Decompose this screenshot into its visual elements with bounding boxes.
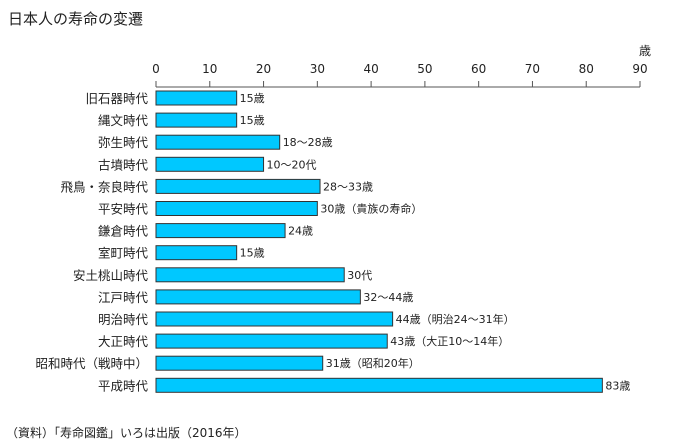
data-label: 30代 xyxy=(347,269,372,282)
x-tick-label: 30 xyxy=(310,62,325,76)
data-label: 31歳（昭和20年） xyxy=(326,356,420,370)
data-label: 28〜33歳 xyxy=(323,180,373,193)
chart-title: 日本人の寿命の変遷 xyxy=(8,10,144,28)
data-label: 44歳（明治24〜31年） xyxy=(396,312,515,326)
bar xyxy=(155,201,318,216)
bar xyxy=(155,311,394,327)
category-label: 平安時代 xyxy=(98,202,149,217)
category-label: 江戸時代 xyxy=(98,290,149,305)
bar xyxy=(155,289,361,305)
data-label: 10〜20代 xyxy=(267,158,317,171)
x-tick-label: 50 xyxy=(417,62,432,76)
category-label: 平成時代 xyxy=(98,378,149,393)
data-label: 15歳 xyxy=(240,114,265,127)
data-label: 43歳（大正10〜14年） xyxy=(390,334,509,348)
x-tick-label: 90 xyxy=(632,62,647,76)
bar xyxy=(155,377,603,393)
bar xyxy=(155,245,238,261)
category-label: 鎌倉時代 xyxy=(98,224,149,239)
x-tick-label: 10 xyxy=(202,62,217,76)
axis-unit: 歳 xyxy=(639,44,652,58)
data-label: 15歳 xyxy=(240,247,265,260)
bar xyxy=(155,112,238,128)
category-label: 古墳時代 xyxy=(98,157,149,172)
bar xyxy=(155,267,345,283)
x-tick-label: 40 xyxy=(363,62,378,76)
data-label: 24歳 xyxy=(288,225,313,238)
category-label: 飛鳥・奈良時代 xyxy=(60,179,148,194)
category-label: 弥生時代 xyxy=(98,135,149,150)
x-tick-label: 60 xyxy=(471,62,486,76)
category-label: 旧石器時代 xyxy=(85,91,148,106)
x-tick-label: 80 xyxy=(579,62,594,76)
category-label: 明治時代 xyxy=(98,312,149,327)
data-label: 15歳 xyxy=(240,92,265,105)
bar xyxy=(155,178,321,194)
data-label: 30歳（貴族の寿命） xyxy=(320,202,422,216)
x-tick-label: 0 xyxy=(152,62,160,76)
category-label: 室町時代 xyxy=(98,246,149,261)
data-label: 32〜44歳 xyxy=(363,291,413,304)
x-tick-label: 20 xyxy=(256,62,271,76)
category-label: 昭和時代（戦時中） xyxy=(35,356,148,371)
category-label: 大正時代 xyxy=(98,334,149,349)
category-label: 縄文時代 xyxy=(98,113,149,128)
category-label: 安土桃山時代 xyxy=(73,268,149,283)
bar xyxy=(155,355,324,371)
data-label: 18〜28歳 xyxy=(283,136,333,149)
bar xyxy=(155,333,388,349)
source-note: （資料）「寿命図鑑」いろは出版（2016年） xyxy=(6,426,247,440)
data-label: 83歳 xyxy=(605,379,630,392)
x-tick-label: 70 xyxy=(525,62,540,76)
bar xyxy=(155,90,238,106)
bar xyxy=(155,134,281,150)
bar xyxy=(155,223,286,239)
bar xyxy=(155,156,265,172)
